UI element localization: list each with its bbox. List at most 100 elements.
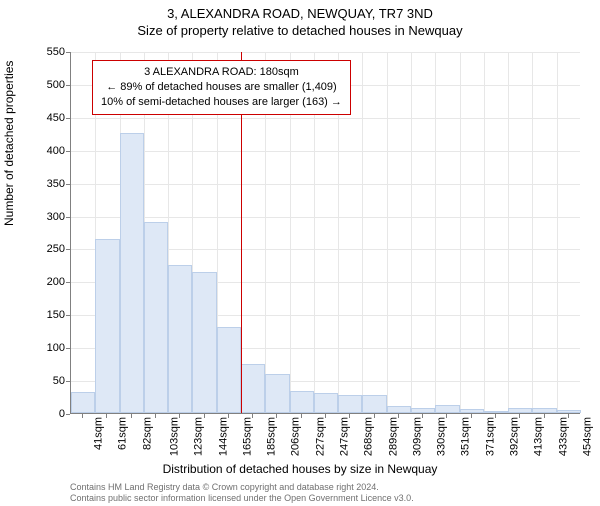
y-tick-mark xyxy=(66,282,70,283)
annotation-line: ← 89% of detached houses are smaller (1,… xyxy=(101,80,342,95)
x-tick-label: 268sqm xyxy=(363,417,375,456)
y-tick-label: 100 xyxy=(35,342,65,354)
y-tick-mark xyxy=(66,52,70,53)
histogram-bar xyxy=(508,408,532,413)
y-tick-mark xyxy=(66,151,70,152)
x-tick-mark xyxy=(374,414,375,418)
gridline-h xyxy=(71,52,580,53)
gridline-h xyxy=(71,217,580,218)
x-tick-mark xyxy=(568,414,569,418)
chart-title-main: 3, ALEXANDRA ROAD, NEWQUAY, TR7 3ND xyxy=(0,6,600,21)
x-tick-label: 247sqm xyxy=(339,417,351,456)
gridline-v xyxy=(387,52,388,413)
histogram-bar xyxy=(460,409,484,413)
x-tick-mark xyxy=(544,414,545,418)
histogram-bar xyxy=(241,364,265,413)
gridline-v xyxy=(411,52,412,413)
x-tick-label: 185sqm xyxy=(266,417,278,456)
histogram-bar xyxy=(435,405,459,413)
histogram-bar xyxy=(484,411,508,413)
y-tick-mark xyxy=(66,381,70,382)
x-axis-label: Distribution of detached houses by size … xyxy=(0,462,600,476)
gridline-v xyxy=(557,52,558,413)
x-tick-label: 433sqm xyxy=(557,417,569,456)
y-tick-label: 300 xyxy=(35,211,65,223)
y-tick-label: 150 xyxy=(35,309,65,321)
histogram-bar xyxy=(217,327,241,413)
histogram-bar xyxy=(192,272,216,414)
x-tick-label: 371sqm xyxy=(484,417,496,456)
x-tick-mark xyxy=(82,414,83,418)
histogram-bar xyxy=(557,410,581,413)
histogram-bar xyxy=(265,374,289,413)
histogram-bar xyxy=(387,406,411,413)
chart-title-sub: Size of property relative to detached ho… xyxy=(0,23,600,38)
x-tick-label: 392sqm xyxy=(509,417,521,456)
histogram-bar xyxy=(411,408,435,413)
x-tick-mark xyxy=(204,414,205,418)
gridline-v xyxy=(484,52,485,413)
y-tick-label: 450 xyxy=(35,112,65,124)
x-tick-label: 82sqm xyxy=(141,417,153,450)
gridline-v xyxy=(460,52,461,413)
x-tick-mark xyxy=(446,414,447,418)
x-tick-label: 41sqm xyxy=(93,417,105,450)
y-tick-label: 0 xyxy=(35,408,65,420)
x-tick-mark xyxy=(495,414,496,418)
x-tick-label: 289sqm xyxy=(387,417,399,456)
x-tick-mark xyxy=(228,414,229,418)
y-tick-label: 400 xyxy=(35,145,65,157)
histogram-bar xyxy=(532,408,556,413)
footer-line-2: Contains public sector information licen… xyxy=(70,493,414,504)
y-tick-mark xyxy=(66,217,70,218)
gridline-v xyxy=(508,52,509,413)
x-tick-mark xyxy=(252,414,253,418)
y-tick-mark xyxy=(66,85,70,86)
gridline-h xyxy=(71,151,580,152)
x-tick-mark xyxy=(301,414,302,418)
x-tick-label: 454sqm xyxy=(581,417,593,456)
y-axis-label: Number of detached properties xyxy=(2,61,16,226)
x-tick-mark xyxy=(349,414,350,418)
histogram-bar xyxy=(314,393,338,413)
histogram-bar xyxy=(71,392,95,413)
x-tick-label: 165sqm xyxy=(241,417,253,456)
y-tick-mark xyxy=(66,348,70,349)
x-tick-mark xyxy=(398,414,399,418)
x-tick-label: 61sqm xyxy=(117,417,129,450)
y-tick-mark xyxy=(66,184,70,185)
x-tick-label: 413sqm xyxy=(533,417,545,456)
footer-attribution: Contains HM Land Registry data © Crown c… xyxy=(70,482,414,504)
annotation-line: 3 ALEXANDRA ROAD: 180sqm xyxy=(101,65,342,80)
x-tick-mark xyxy=(131,414,132,418)
x-tick-label: 227sqm xyxy=(314,417,326,456)
annotation-line: 10% of semi-detached houses are larger (… xyxy=(101,95,342,110)
x-tick-mark xyxy=(519,414,520,418)
y-tick-label: 250 xyxy=(35,243,65,255)
y-tick-mark xyxy=(66,315,70,316)
x-tick-label: 351sqm xyxy=(460,417,472,456)
gridline-v xyxy=(532,52,533,413)
x-tick-label: 309sqm xyxy=(411,417,423,456)
x-tick-mark xyxy=(422,414,423,418)
histogram-bar xyxy=(120,133,144,413)
y-tick-label: 500 xyxy=(35,79,65,91)
footer-line-1: Contains HM Land Registry data © Crown c… xyxy=(70,482,414,493)
histogram-bar xyxy=(168,265,192,413)
gridline-h xyxy=(71,118,580,119)
y-tick-mark xyxy=(66,249,70,250)
x-tick-label: 123sqm xyxy=(193,417,205,456)
annotation-box: 3 ALEXANDRA ROAD: 180sqm← 89% of detache… xyxy=(92,60,351,115)
x-tick-label: 103sqm xyxy=(169,417,181,456)
x-tick-label: 330sqm xyxy=(436,417,448,456)
histogram-bar xyxy=(95,239,119,413)
gridline-h xyxy=(71,184,580,185)
x-tick-label: 144sqm xyxy=(217,417,229,456)
y-tick-mark xyxy=(66,118,70,119)
histogram-bar xyxy=(144,222,168,413)
x-tick-mark xyxy=(179,414,180,418)
y-tick-mark xyxy=(66,414,70,415)
y-tick-label: 550 xyxy=(35,46,65,58)
x-tick-label: 206sqm xyxy=(290,417,302,456)
x-tick-mark xyxy=(325,414,326,418)
